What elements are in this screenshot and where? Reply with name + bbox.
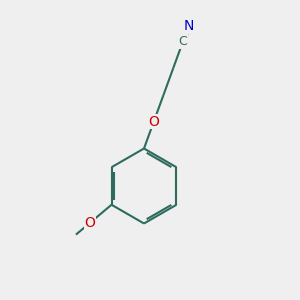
Text: C: C [178, 35, 188, 48]
Text: O: O [84, 216, 95, 230]
Text: N: N [183, 19, 194, 33]
Text: O: O [148, 115, 159, 129]
